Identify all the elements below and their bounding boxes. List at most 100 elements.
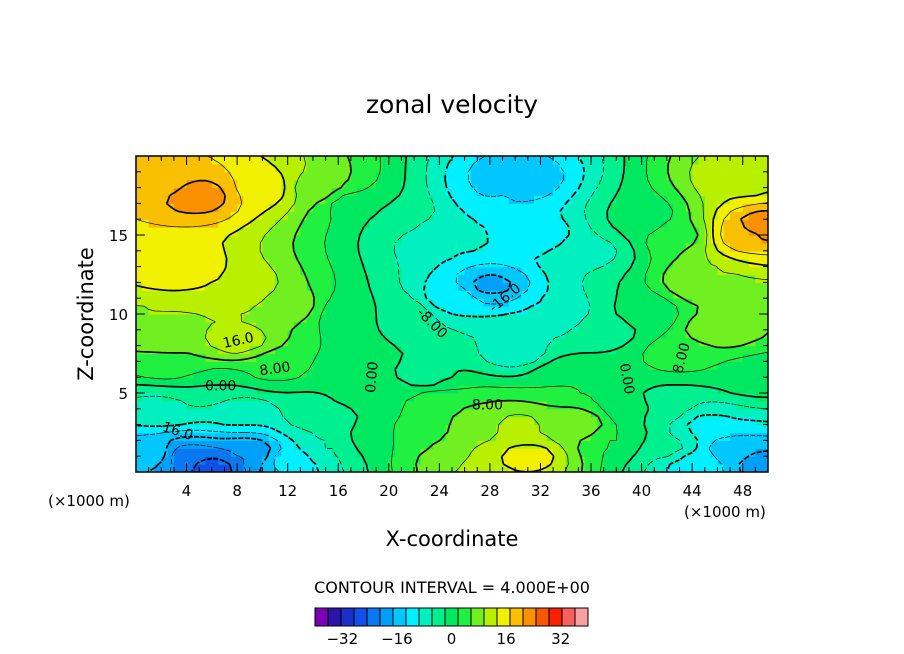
field-cell — [325, 195, 333, 204]
field-cell — [692, 306, 700, 315]
field-cell — [647, 408, 655, 418]
field-cell — [685, 393, 693, 402]
field-cell — [717, 424, 725, 434]
field-cell — [578, 203, 586, 212]
field-cell — [508, 298, 516, 307]
field-cell — [565, 432, 573, 441]
field-cell — [749, 219, 756, 228]
x-tick-label: 28 — [480, 482, 499, 500]
field-cell — [382, 408, 390, 418]
field-cell — [325, 440, 333, 449]
field-cell — [591, 321, 598, 331]
colorbar-swatch — [561, 607, 576, 627]
field-cell — [237, 187, 245, 197]
field-cell — [192, 456, 200, 465]
field-cell — [540, 203, 548, 212]
field-cell — [369, 448, 377, 457]
field-cell — [167, 408, 175, 418]
field-cell — [256, 282, 263, 291]
field-cell — [685, 408, 693, 418]
field-cell — [350, 282, 358, 291]
field-cell — [647, 306, 655, 315]
field-cell — [287, 361, 295, 370]
field-cell — [610, 393, 617, 402]
field-cell — [527, 369, 535, 378]
field-cell — [199, 250, 207, 260]
field-cell — [350, 464, 358, 472]
field-cell — [180, 424, 188, 434]
field-cell — [755, 329, 763, 339]
field-cell — [237, 242, 245, 252]
field-cell — [439, 361, 447, 370]
field-cell — [647, 211, 655, 220]
field-cell — [483, 314, 491, 323]
field-cell — [275, 408, 282, 418]
field-cell — [755, 424, 763, 434]
field-cell — [154, 179, 162, 189]
field-cell — [736, 440, 744, 449]
field-cell — [685, 250, 693, 260]
field-cell — [395, 440, 403, 449]
x-tick-label: 4 — [182, 482, 192, 500]
field-cell — [458, 393, 466, 402]
field-cell — [489, 369, 497, 378]
field-cell — [603, 361, 611, 370]
field-cell — [262, 298, 270, 307]
field-cell — [192, 361, 200, 370]
field-cell — [521, 171, 529, 181]
field-cell — [249, 440, 257, 449]
field-cell — [742, 369, 750, 378]
field-cell — [167, 337, 175, 347]
field-cell — [464, 258, 472, 268]
field-cell — [300, 187, 308, 197]
field-cell — [584, 448, 592, 457]
field-cell — [357, 203, 365, 212]
field-cell — [186, 385, 194, 394]
field-cell — [426, 258, 434, 268]
field-cell — [572, 361, 579, 370]
field-cell — [553, 393, 561, 402]
field-cell — [414, 448, 421, 457]
field-cell — [578, 171, 586, 181]
field-cell — [142, 235, 150, 244]
field-cell — [603, 282, 611, 291]
field-cell — [597, 440, 605, 449]
field-cell — [306, 400, 314, 410]
field-cell — [243, 156, 251, 165]
field-cell — [502, 393, 510, 402]
field-cell — [445, 266, 453, 276]
field-cell — [218, 242, 226, 252]
field-cell — [704, 211, 712, 220]
field-cell — [572, 290, 579, 299]
field-cell — [452, 361, 459, 370]
field-cell — [306, 345, 314, 355]
field-cell — [256, 274, 263, 283]
field-cell — [306, 156, 314, 165]
field-cell — [464, 179, 472, 189]
field-cell — [679, 163, 687, 173]
field-cell — [685, 219, 693, 228]
x-axis-ticks: 4 8 12 16 20 24 28 32 36 40 44 48 — [148, 156, 756, 500]
field-cell — [205, 321, 213, 331]
field-cell — [294, 250, 301, 260]
field-cell — [508, 187, 516, 197]
field-cell — [275, 298, 282, 307]
field-cell — [445, 242, 453, 252]
field-cell — [565, 385, 573, 394]
field-cell — [553, 258, 561, 268]
field-cell — [502, 400, 510, 410]
field-cell — [211, 369, 219, 378]
field-cell — [749, 298, 756, 307]
field-cell — [534, 361, 542, 370]
field-cell — [749, 353, 756, 362]
field-cell — [249, 400, 257, 410]
field-cell — [154, 235, 162, 244]
field-cell — [136, 227, 143, 236]
field-cell — [572, 416, 579, 426]
field-cell — [603, 242, 611, 252]
field-cell — [597, 156, 605, 165]
field-cell — [761, 266, 768, 276]
field-cell — [338, 274, 346, 283]
field-cell — [515, 353, 523, 362]
field-cell — [218, 385, 226, 394]
